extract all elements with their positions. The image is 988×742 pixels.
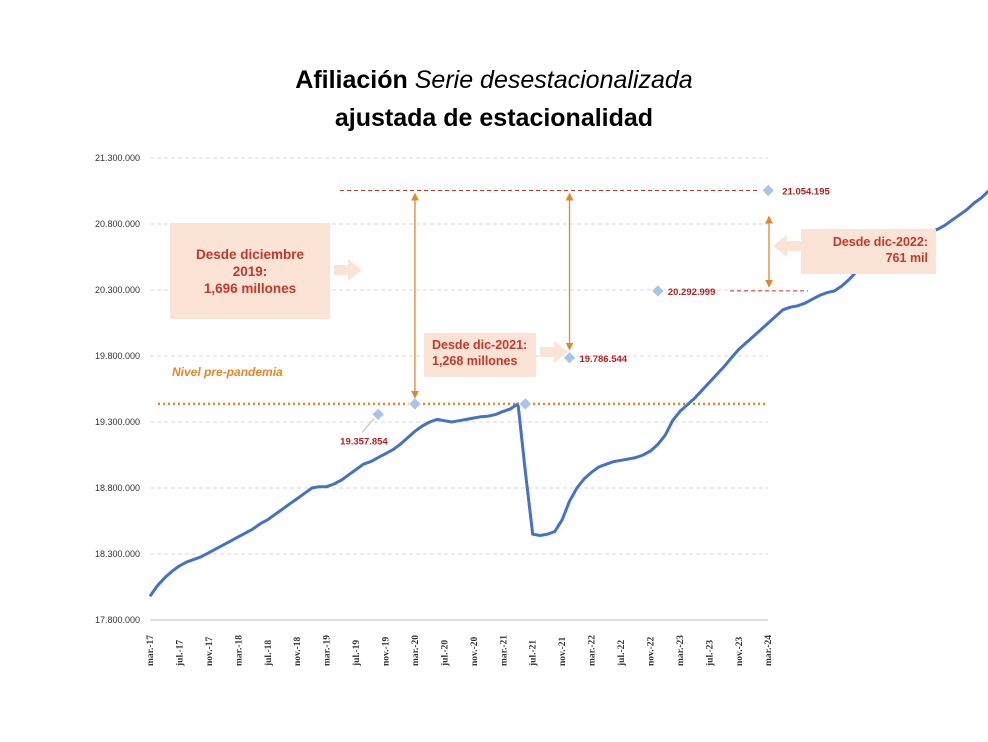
y-tick-label: 19.300.000 bbox=[95, 417, 140, 427]
marker-leader-line bbox=[361, 418, 375, 433]
x-tick-label: nov.-21 bbox=[558, 636, 568, 666]
difference-arrows bbox=[411, 192, 773, 399]
y-tick-label: 20.800.000 bbox=[95, 219, 140, 229]
annotation-box-dec-2021: Desde dic-2021: 1,268 millones bbox=[424, 333, 536, 377]
chart-title-line2: ajustada de estacionalidad bbox=[334, 104, 654, 132]
x-tick-label: jul.-18 bbox=[264, 640, 274, 667]
box-2022-line1: Desde dic-2022: bbox=[832, 235, 928, 249]
callout-arrow bbox=[334, 259, 362, 281]
title-bold-part: Afiliación bbox=[295, 66, 408, 94]
y-tick-label: 21.300.000 bbox=[95, 153, 140, 163]
annotation-box-dec-2022: Desde dic-2022: 761 mil bbox=[801, 229, 936, 274]
x-tick-label: mar.-21 bbox=[499, 635, 509, 666]
x-tick-label: jul.-20 bbox=[440, 640, 450, 667]
box-2021-line2: 1,268 millones bbox=[432, 354, 518, 368]
x-tick-label: jul.-19 bbox=[352, 640, 362, 667]
x-tick-label: mar.-22 bbox=[588, 635, 598, 666]
highlight-marker bbox=[407, 396, 423, 411]
x-tick-label: nov.-23 bbox=[735, 636, 745, 666]
box-2022-line2: 761 mil bbox=[885, 251, 928, 265]
x-tick-label: mar.-20 bbox=[411, 635, 421, 666]
callout-arrow bbox=[540, 341, 568, 363]
x-tick-label: mar.-19 bbox=[323, 635, 333, 666]
x-tick-label: mar.-23 bbox=[676, 635, 686, 666]
x-tick-label: jul.-22 bbox=[617, 640, 627, 667]
y-tick-label: 19.800.000 bbox=[95, 351, 140, 361]
x-axis: mar.-17 jul.-17 nov.-17 mar.-18 jul.-18 nov.-… bbox=[146, 635, 774, 667]
callout-arrow bbox=[773, 235, 801, 257]
x-tick-label: nov.-22 bbox=[646, 636, 656, 666]
marker-value-label: 19.357.854 bbox=[340, 436, 388, 447]
y-axis: 17.800.000 18.300.000 18.800.000 19.300.000… bbox=[95, 153, 768, 625]
x-tick-label: nov.-19 bbox=[382, 636, 392, 666]
y-tick-label: 18.800.000 bbox=[95, 483, 140, 493]
y-tick-label: 20.300.000 bbox=[95, 285, 140, 295]
marker-value-label: 20.292.999 bbox=[668, 287, 716, 298]
x-tick-label: mar.-17 bbox=[146, 635, 156, 666]
box-2021-line1: Desde dic-2021: bbox=[432, 338, 528, 352]
x-tick-label: jul.-23 bbox=[705, 640, 715, 667]
highlight-marker bbox=[371, 407, 386, 422]
affiliation-series-line bbox=[148, 189, 988, 598]
callout-arrows bbox=[334, 235, 801, 363]
box-2019-line2: 2019: bbox=[232, 263, 268, 279]
highlight-markers: 19.357.854 19.786.544 20.292.999 21.054.195 bbox=[340, 183, 831, 447]
x-tick-label: nov.-17 bbox=[205, 636, 215, 666]
y-tick-label: 17.800.000 bbox=[95, 615, 140, 625]
x-tick-label: nov.-20 bbox=[470, 636, 480, 666]
box-2019-line3: 1,696 millones bbox=[203, 280, 297, 296]
prepandemic-label: Nivel pre-pandemia bbox=[172, 365, 283, 379]
marker-value-label: 21.054.195 bbox=[782, 186, 830, 197]
y-tick-label: 18.300.000 bbox=[95, 549, 140, 559]
highlight-marker bbox=[650, 283, 665, 298]
chart-title-line1: Afiliación Serie desestacionalizada bbox=[0, 66, 988, 95]
box-2019-line1: Desde diciembre bbox=[195, 246, 305, 262]
annotation-box-dec-2019: Desde diciembre 2019: 1,696 millones bbox=[170, 223, 330, 319]
highlight-marker bbox=[562, 350, 577, 365]
x-tick-label: jul.-17 bbox=[175, 640, 185, 667]
x-tick-label: nov.-18 bbox=[293, 636, 303, 666]
marker-value-label: 19.786.544 bbox=[580, 354, 628, 365]
highlight-marker bbox=[518, 396, 533, 411]
x-tick-label: jul.-21 bbox=[529, 640, 539, 667]
series-line bbox=[148, 189, 988, 598]
x-tick-label: mar.-24 bbox=[764, 635, 774, 666]
reference-lines bbox=[158, 189, 808, 406]
x-tick-label: mar.-18 bbox=[234, 635, 244, 666]
title-italic-part: Serie desestacionalizada bbox=[414, 66, 693, 94]
highlight-marker bbox=[761, 183, 776, 198]
